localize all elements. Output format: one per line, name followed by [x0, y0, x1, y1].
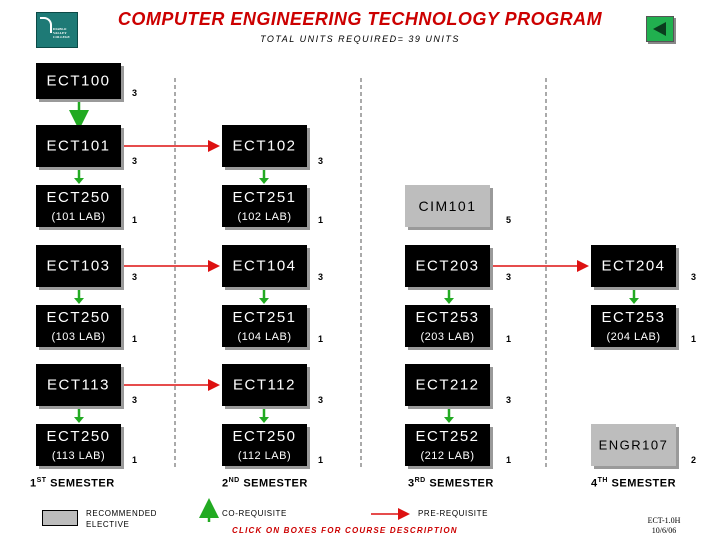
- units-ect101: 3: [132, 156, 138, 166]
- units-ect250-101lab: 1: [132, 215, 138, 225]
- course-box-ect112[interactable]: ECT112: [222, 364, 307, 406]
- course-box-ect251-104lab[interactable]: ECT251 (104 LAB): [222, 305, 307, 347]
- back-arrow-icon: [653, 22, 666, 36]
- units-ect250-112lab: 1: [318, 455, 324, 465]
- document-id: ECT-1.0H 10/6/06: [647, 516, 681, 535]
- units-ect113: 3: [132, 395, 138, 405]
- back-button[interactable]: [646, 16, 674, 42]
- units-ect204: 3: [691, 272, 697, 282]
- course-box-ect250-101lab[interactable]: ECT250 (101 LAB): [36, 185, 121, 227]
- legend-elective-text: RECOMMENDED ELECTIVE: [86, 509, 158, 529]
- units-ect252-212lab: 1: [506, 455, 512, 465]
- course-box-ect212[interactable]: ECT212: [405, 364, 490, 406]
- units-ect104: 3: [318, 272, 324, 282]
- semester-label-3: 3RD SEMESTER: [408, 477, 494, 490]
- course-box-ect204[interactable]: ECT204: [591, 245, 676, 287]
- click-instruction: CLICK ON BOXES FOR COURSE DESCRIPTION: [232, 526, 458, 535]
- units-ect103: 3: [132, 272, 138, 282]
- units-cim101: 5: [506, 215, 512, 225]
- course-box-ect100[interactable]: ECT100: [36, 63, 121, 99]
- logo-mark-icon: [40, 17, 52, 33]
- course-box-ect250-103lab[interactable]: ECT250 (103 LAB): [36, 305, 121, 347]
- logo-wordmark: DIABLO VALLEY COLLEGE: [53, 27, 70, 39]
- course-box-ect103[interactable]: ECT103: [36, 245, 121, 287]
- units-engr107: 2: [691, 455, 697, 465]
- legend-elective-swatch: [42, 510, 78, 526]
- course-box-ect252-212lab[interactable]: ECT252 (212 LAB): [405, 424, 490, 466]
- units-ect102: 3: [318, 156, 324, 166]
- page-title: COMPUTER ENGINEERING TECHNOLOGY PROGRAM: [117, 9, 603, 29]
- college-logo: DIABLO VALLEY COLLEGE: [36, 12, 78, 48]
- legend-prerequisite-text: PRE-REQUISITE: [418, 509, 489, 518]
- course-box-ect203[interactable]: ECT203: [405, 245, 490, 287]
- course-box-ect253-203lab[interactable]: ECT253 (203 LAB): [405, 305, 490, 347]
- course-box-engr107[interactable]: ENGR107: [591, 424, 676, 466]
- units-ect250-113lab: 1: [132, 455, 138, 465]
- course-box-ect101[interactable]: ECT101: [36, 125, 121, 167]
- course-box-cim101[interactable]: CIM101: [405, 185, 490, 227]
- units-ect203: 3: [506, 272, 512, 282]
- course-box-ect250-113lab[interactable]: ECT250 (113 LAB): [36, 424, 121, 466]
- legend-corequisite-text: CO-REQUISITE: [222, 509, 287, 518]
- page-subtitle: TOTAL UNITS REQUIRED= 39 UNITS: [260, 34, 460, 44]
- units-ect251-104lab: 1: [318, 334, 324, 344]
- units-ect250-103lab: 1: [132, 334, 138, 344]
- semester-label-2: 2ND SEMESTER: [222, 477, 308, 490]
- course-box-ect102[interactable]: ECT102: [222, 125, 307, 167]
- semester-label-1: 1ST SEMESTER: [30, 477, 115, 490]
- course-box-ect251-102lab[interactable]: ECT251 (102 LAB): [222, 185, 307, 227]
- units-ect251-102lab: 1: [318, 215, 324, 225]
- semester-label-4: 4TH SEMESTER: [591, 477, 677, 490]
- course-box-ect104[interactable]: ECT104: [222, 245, 307, 287]
- course-box-ect253-204lab[interactable]: ECT253 (204 LAB): [591, 305, 676, 347]
- units-ect100: 3: [132, 88, 138, 98]
- course-box-ect113[interactable]: ECT113: [36, 364, 121, 406]
- units-ect112: 3: [318, 395, 324, 405]
- units-ect253-203lab: 1: [506, 334, 512, 344]
- units-ect253-204lab: 1: [691, 334, 697, 344]
- units-ect212: 3: [506, 395, 512, 405]
- course-box-ect250-112lab[interactable]: ECT250 (112 LAB): [222, 424, 307, 466]
